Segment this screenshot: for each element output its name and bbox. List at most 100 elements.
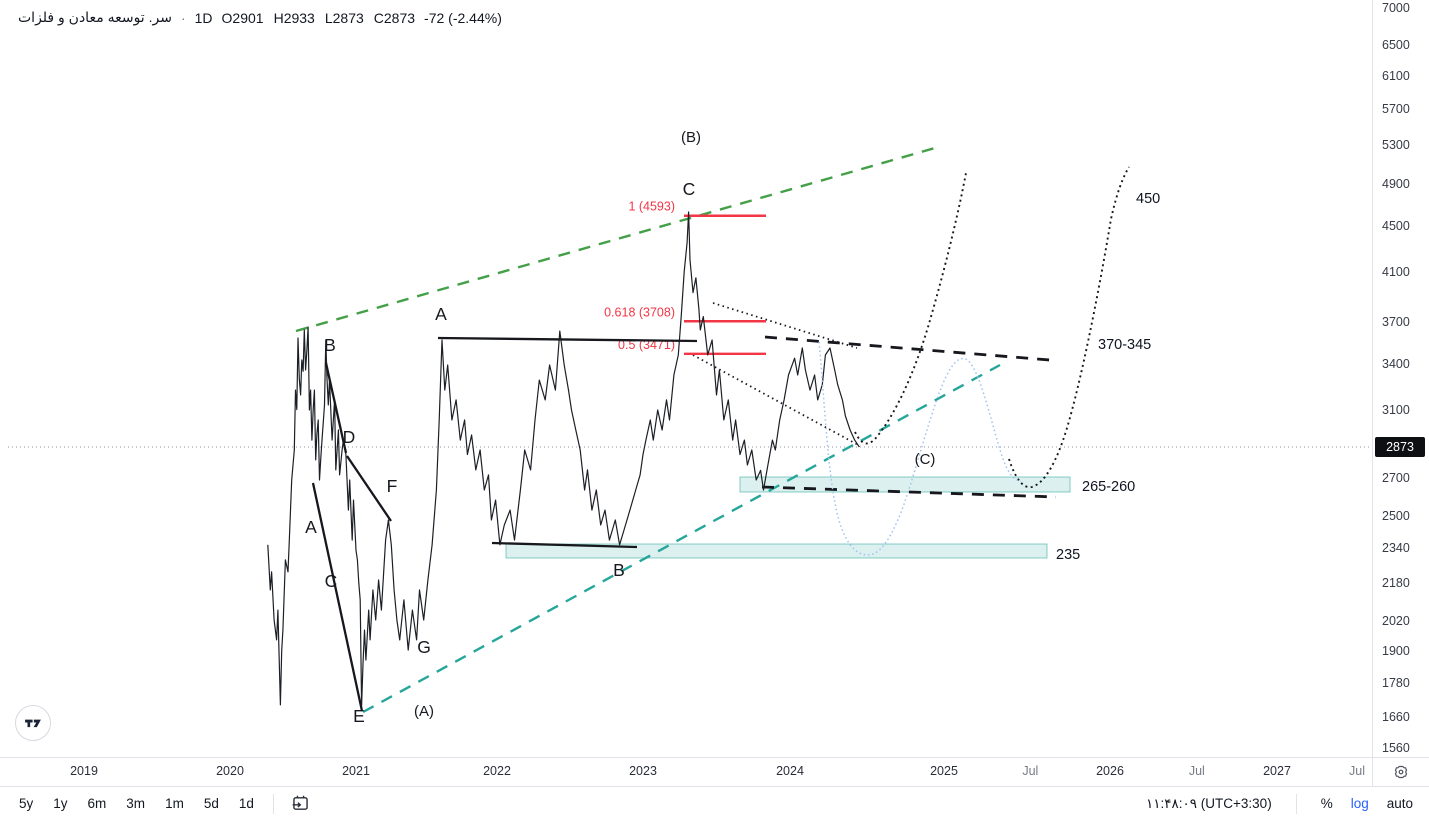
dashed-trendline[interactable] xyxy=(764,335,1051,362)
dotted-trendline[interactable] xyxy=(712,302,858,349)
ohlc-O: O2901 xyxy=(221,9,264,26)
wave-letter[interactable]: B xyxy=(324,335,336,355)
header-separator: · xyxy=(180,9,186,26)
dashed-trendline[interactable] xyxy=(295,146,936,333)
solid-trendline[interactable] xyxy=(311,482,364,712)
support-zone[interactable] xyxy=(739,476,1071,493)
dashed-trendline[interactable] xyxy=(761,485,1057,499)
change-value: -72 (-2.44%) xyxy=(424,9,502,26)
projection-curve[interactable] xyxy=(854,172,967,445)
percent-scale-button[interactable]: % xyxy=(1320,796,1333,811)
wave-letter[interactable]: B xyxy=(613,560,625,580)
tradingview-logo[interactable] xyxy=(15,705,51,741)
bottom-toolbar: 5y 1y 6m 3m 1m 5d 1d ۱۱:۴۸:۰۹ (UTC+3:30) % log… xyxy=(0,786,1429,820)
wave-letter[interactable]: E xyxy=(353,706,365,726)
time-tick-label: Jul xyxy=(1022,764,1039,778)
range-button-1d[interactable]: 1d xyxy=(230,792,263,815)
range-buttons: 5y 1y 6m 3m 1m 5d 1d xyxy=(0,791,317,816)
solid-trendline[interactable] xyxy=(346,455,392,522)
price-tick-label: 4500 xyxy=(1382,218,1410,233)
calendar-icon xyxy=(292,795,308,810)
clock-display[interactable]: ۱۱:۴۸:۰۹ (UTC+3:30) xyxy=(1146,795,1272,811)
price-target-label: 265-260 xyxy=(1082,479,1135,495)
price-tick-label: 6100 xyxy=(1382,68,1410,83)
ohlc-values: O2901 H2933 L2873 C2873 xyxy=(222,10,416,26)
ohlc-H: H2933 xyxy=(273,9,315,26)
wave-letter[interactable]: G xyxy=(417,637,431,657)
support-zone[interactable] xyxy=(505,543,1048,559)
time-tick-label: 2025 xyxy=(930,764,958,778)
time-tick-label: Jul xyxy=(1188,764,1205,778)
log-scale-button[interactable]: log xyxy=(1350,796,1369,811)
fib-level-label: 1 (4593) xyxy=(628,200,675,214)
price-tick-label: 2340 xyxy=(1382,541,1410,556)
time-axis[interactable]: 2019 2020 2021 2022 2023 2024 2025 Jul 2026 Jul 20… xyxy=(0,757,1372,786)
scale-controls: ۱۱:۴۸:۰۹ (UTC+3:30) % log auto xyxy=(1146,793,1429,814)
auto-scale-button[interactable]: auto xyxy=(1386,796,1413,811)
solid-trendline[interactable] xyxy=(324,362,348,454)
dashed-trendline[interactable] xyxy=(362,363,1001,714)
range-button-5y[interactable]: 5y xyxy=(10,792,42,815)
price-tick-label: 2500 xyxy=(1382,508,1410,523)
wave-letter[interactable]: (C) xyxy=(915,451,936,468)
time-tick-label: 2027 xyxy=(1263,764,1291,778)
price-tick-label: 2020 xyxy=(1382,613,1410,628)
toolbar-divider xyxy=(272,793,274,814)
price-tick-label: 7000 xyxy=(1382,1,1410,15)
price-tick-label: 3100 xyxy=(1382,402,1410,417)
wave-letter[interactable]: (A) xyxy=(414,703,434,720)
wave-letter[interactable]: D xyxy=(343,427,356,447)
ohlc-L: L2873 xyxy=(324,9,364,26)
price-tick-label: 5300 xyxy=(1382,138,1410,153)
ohlc-C: C2873 xyxy=(373,9,416,26)
price-tick-label: 2700 xyxy=(1382,470,1410,485)
time-tick-label: Jul xyxy=(1349,764,1365,778)
price-target-label: 235 xyxy=(1056,547,1080,563)
gear-icon xyxy=(1394,765,1408,779)
wave-letter[interactable]: A xyxy=(435,304,447,324)
price-tick-label: 3700 xyxy=(1382,315,1410,330)
price-tick-label: 6500 xyxy=(1382,37,1410,52)
axis-settings-button[interactable] xyxy=(1372,757,1429,786)
time-tick-label: 2026 xyxy=(1096,764,1124,778)
go-to-date-button[interactable] xyxy=(284,791,317,816)
timeframe-value[interactable]: 1D xyxy=(194,9,213,26)
price-tick-label: 4100 xyxy=(1382,264,1410,279)
price-target-label: 370-345 xyxy=(1098,337,1151,353)
tradingview-logo-glyph xyxy=(25,719,41,728)
toolbar-divider xyxy=(1295,793,1297,814)
wave-letter[interactable]: (B) xyxy=(681,129,701,146)
price-axis[interactable]: 7000 6500 6100 5700 5300 4900 4500 4100 3700 3400… xyxy=(1372,0,1429,757)
time-tick-label: 2022 xyxy=(483,764,511,778)
range-button-3m[interactable]: 3m xyxy=(117,792,154,815)
price-tick-label: 4900 xyxy=(1382,176,1410,191)
range-button-1y[interactable]: 1y xyxy=(44,792,76,815)
range-button-6m[interactable]: 6m xyxy=(79,792,116,815)
price-tick-label: 3400 xyxy=(1382,357,1410,371)
solid-trendline[interactable] xyxy=(491,541,638,549)
wave-letter[interactable]: C xyxy=(683,179,696,199)
projection-curve[interactable] xyxy=(1008,166,1130,489)
time-tick-label: 2020 xyxy=(216,764,244,778)
chart-canvas[interactable]: 1 (4593)0.618 (3708)0.5 (3471)ABCDFACEGB… xyxy=(0,0,1372,757)
price-target-label: 450 xyxy=(1136,191,1160,207)
range-button-5d[interactable]: 5d xyxy=(195,792,228,815)
solid-trendline[interactable] xyxy=(437,336,698,343)
symbol-header: سر. توسعه معادن و فلزات · 1D O2901 H2933 L… xyxy=(18,9,502,26)
wave-letter[interactable]: F xyxy=(387,476,398,496)
price-tick-label: 5700 xyxy=(1382,102,1410,117)
time-tick-label: 2021 xyxy=(342,764,370,778)
price-series xyxy=(267,211,860,707)
wave-letter[interactable]: C xyxy=(325,571,338,591)
price-tick-label: 1780 xyxy=(1382,676,1410,691)
projection-curve[interactable] xyxy=(818,341,1022,556)
range-button-1m[interactable]: 1m xyxy=(156,792,193,815)
time-tick-label: 2023 xyxy=(629,764,657,778)
symbol-name[interactable]: سر. توسعه معادن و فلزات xyxy=(18,9,172,25)
chart-area[interactable]: 1 (4593) 0.618 (3708) 0.5 (3471) A B C D F A C E G B… xyxy=(0,0,1372,757)
time-tick-label: 2024 xyxy=(776,764,804,778)
dotted-trendline[interactable] xyxy=(692,354,861,447)
fib-level-label: 0.618 (3708) xyxy=(604,305,675,319)
wave-letter[interactable]: A xyxy=(305,517,317,537)
